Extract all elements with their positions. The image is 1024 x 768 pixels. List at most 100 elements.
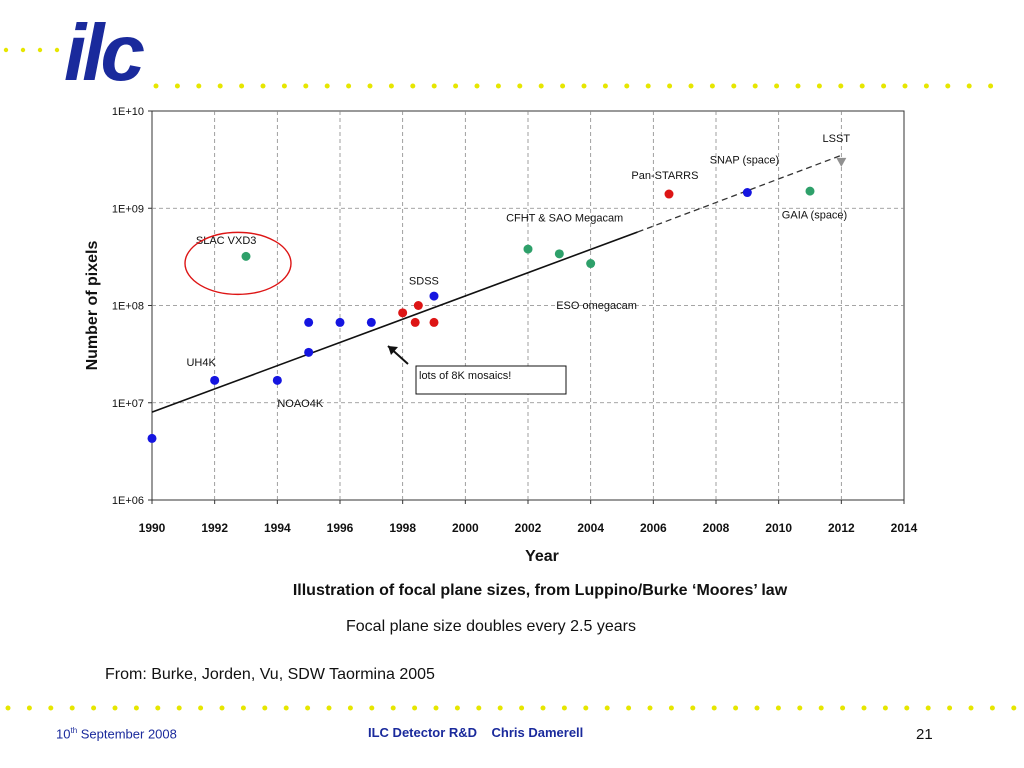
footer-dot <box>647 705 653 711</box>
ilc-logo-text: ilc <box>64 8 144 92</box>
header-dot <box>281 83 287 89</box>
header-dot <box>560 83 566 89</box>
x-tick-label: 1992 <box>201 521 228 535</box>
data-label: SLAC VXD3 <box>196 235 257 247</box>
header-dot <box>966 83 972 89</box>
footer-dot <box>561 705 567 711</box>
data-label: GAIA (space) <box>782 210 847 222</box>
header-dot <box>54 47 60 53</box>
header-dot <box>859 83 865 89</box>
x-tick-label: 1998 <box>389 521 416 535</box>
header-dot <box>774 83 780 89</box>
header-dot <box>217 83 223 89</box>
header-dot <box>731 83 737 89</box>
chart-title: Illustration of focal plane sizes, from … <box>292 582 788 599</box>
footer-title: ILC Detector R&D Chris Damerell <box>368 725 584 740</box>
footer-dot <box>733 705 739 711</box>
x-tick-label: 2006 <box>640 521 667 535</box>
data-point <box>272 375 282 385</box>
x-tick-label: 2004 <box>577 521 604 535</box>
footer-dot <box>305 705 311 711</box>
footer-dot <box>133 705 139 711</box>
header-dot <box>709 83 715 89</box>
data-point <box>554 249 564 259</box>
x-tick-label: 1996 <box>327 521 354 535</box>
header-dot <box>881 83 887 89</box>
chart-subtitle: Focal plane size doubles every 2.5 years <box>346 618 636 635</box>
footer-dot <box>925 705 931 711</box>
footer-dot <box>797 705 803 711</box>
footer-dot <box>775 705 781 711</box>
x-tick-label: 2000 <box>452 521 479 535</box>
callout-text: lots of 8K mosaics! <box>419 370 511 382</box>
header-dot <box>838 83 844 89</box>
x-tick-label: 2014 <box>891 521 918 535</box>
y-tick-label: 1E+06 <box>112 495 144 507</box>
footer-dot <box>433 705 439 711</box>
header-dot <box>816 83 822 89</box>
footer-dot <box>840 705 846 711</box>
trend-line <box>151 231 638 413</box>
header-dot <box>795 83 801 89</box>
footer-dots <box>5 705 1017 711</box>
data-point <box>210 375 220 385</box>
x-axis-label: Year <box>525 548 559 565</box>
data-point <box>586 259 596 269</box>
header-dot <box>260 83 266 89</box>
data-point <box>366 317 376 327</box>
footer-dot <box>968 705 974 711</box>
footer-dot <box>176 705 182 711</box>
header-dot <box>945 83 951 89</box>
header-dot <box>37 47 43 53</box>
footer-dot <box>476 705 482 711</box>
footer-dot <box>390 705 396 711</box>
data-label: UH4K <box>186 357 216 369</box>
data-point <box>742 188 752 198</box>
footer-dot <box>454 705 460 711</box>
footer-dot <box>989 705 995 711</box>
data-point <box>398 308 408 318</box>
footer-dot <box>283 705 289 711</box>
header-dot <box>453 83 459 89</box>
data-point <box>836 157 847 167</box>
data-label: Pan-STARRS <box>631 170 698 182</box>
footer-dot <box>26 705 32 711</box>
data-point <box>147 433 157 443</box>
ilc-logo: ilc <box>64 8 148 92</box>
footer-dot <box>91 705 97 711</box>
callout-arrowhead <box>388 346 398 355</box>
footer-dot <box>947 705 953 711</box>
footer-date: 10th September 2008 <box>56 726 177 742</box>
data-label: SNAP (space) <box>710 154 780 166</box>
header-dot <box>174 83 180 89</box>
footer-dot <box>754 705 760 711</box>
x-tick-label: 2008 <box>703 521 730 535</box>
footer-dot <box>198 705 204 711</box>
header-dot <box>153 83 159 89</box>
header-dot <box>624 83 630 89</box>
x-tick-label: 2002 <box>515 521 542 535</box>
header-dot <box>752 83 758 89</box>
footer-dot <box>48 705 54 711</box>
x-tick-label: 1990 <box>139 521 166 535</box>
trend-line-projected <box>637 154 842 233</box>
y-tick-label: 1E+10 <box>112 106 144 118</box>
footer-dot <box>1011 705 1017 711</box>
footer-dot <box>583 705 589 711</box>
footer-dot <box>604 705 610 711</box>
footer-dot <box>326 705 332 711</box>
header-dot <box>902 83 908 89</box>
data-point <box>429 291 439 301</box>
data-label: ESO omegacam <box>556 300 637 312</box>
header-dot <box>20 47 26 53</box>
data-point <box>429 317 439 327</box>
source-citation: From: Burke, Jorden, Vu, SDW Taormina 20… <box>105 666 435 683</box>
header-dot <box>602 83 608 89</box>
footer-dot <box>904 705 910 711</box>
footer-dot <box>882 705 888 711</box>
highlight-ellipse <box>184 231 292 296</box>
footer-dot <box>412 705 418 711</box>
footer-dot <box>519 705 525 711</box>
header-dot <box>239 83 245 89</box>
data-label: NOAO4K <box>277 398 324 410</box>
